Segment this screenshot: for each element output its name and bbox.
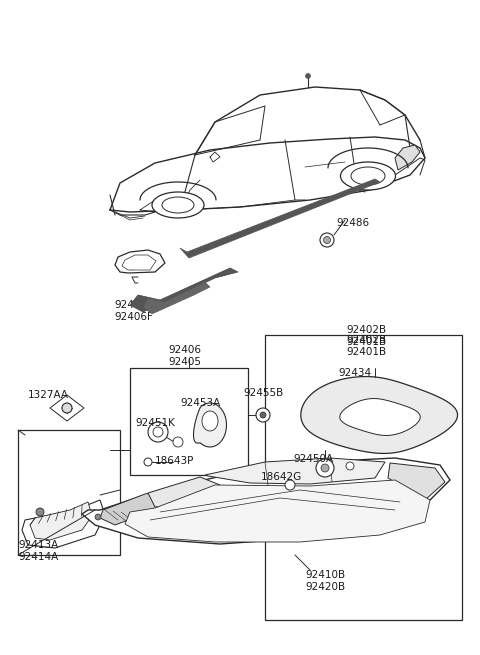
Ellipse shape [351,167,385,185]
Polygon shape [22,500,105,548]
Polygon shape [125,480,430,542]
Polygon shape [180,179,380,258]
Circle shape [320,233,334,247]
Text: 92450A: 92450A [293,454,333,464]
Text: 92406
92405: 92406 92405 [168,345,202,367]
Polygon shape [100,490,175,525]
Polygon shape [340,398,420,436]
Polygon shape [82,458,450,544]
Ellipse shape [162,197,194,213]
Text: 92402B
92401B: 92402B 92401B [346,335,386,356]
Text: 92453A: 92453A [180,398,220,408]
Text: 92434: 92434 [338,368,372,378]
Polygon shape [148,477,220,507]
Text: 18642G: 18642G [261,472,302,482]
Polygon shape [130,368,248,475]
Circle shape [62,403,72,413]
Text: 92405F
92406F: 92405F 92406F [115,300,154,322]
Polygon shape [301,377,457,453]
Circle shape [346,462,354,470]
Polygon shape [193,403,227,447]
Text: 92455B: 92455B [243,388,283,398]
Polygon shape [18,430,120,555]
Circle shape [305,73,311,79]
Polygon shape [143,282,210,314]
Polygon shape [395,145,420,170]
Text: 18643P: 18643P [155,456,194,466]
Circle shape [285,480,295,490]
Circle shape [144,458,152,466]
Polygon shape [202,411,218,431]
Ellipse shape [152,192,204,218]
Polygon shape [205,458,385,484]
Text: 92451K: 92451K [135,418,175,428]
Polygon shape [265,335,462,620]
Circle shape [173,437,183,447]
Circle shape [321,464,329,472]
Circle shape [148,422,168,442]
Text: 92402B
92401B: 92402B 92401B [346,325,386,346]
Circle shape [260,412,266,418]
Polygon shape [388,463,445,500]
Polygon shape [115,250,165,273]
Polygon shape [130,268,238,312]
Circle shape [36,508,44,516]
Text: 92413A
92414A: 92413A 92414A [18,540,58,561]
Ellipse shape [340,162,396,190]
Circle shape [324,236,331,244]
Circle shape [316,459,334,477]
Text: 92410B
92420B: 92410B 92420B [305,570,345,591]
Circle shape [256,408,270,422]
Text: 1327AA: 1327AA [28,390,69,400]
Circle shape [95,514,101,520]
Text: 92486: 92486 [336,218,369,228]
Circle shape [153,427,163,437]
Polygon shape [30,502,92,540]
